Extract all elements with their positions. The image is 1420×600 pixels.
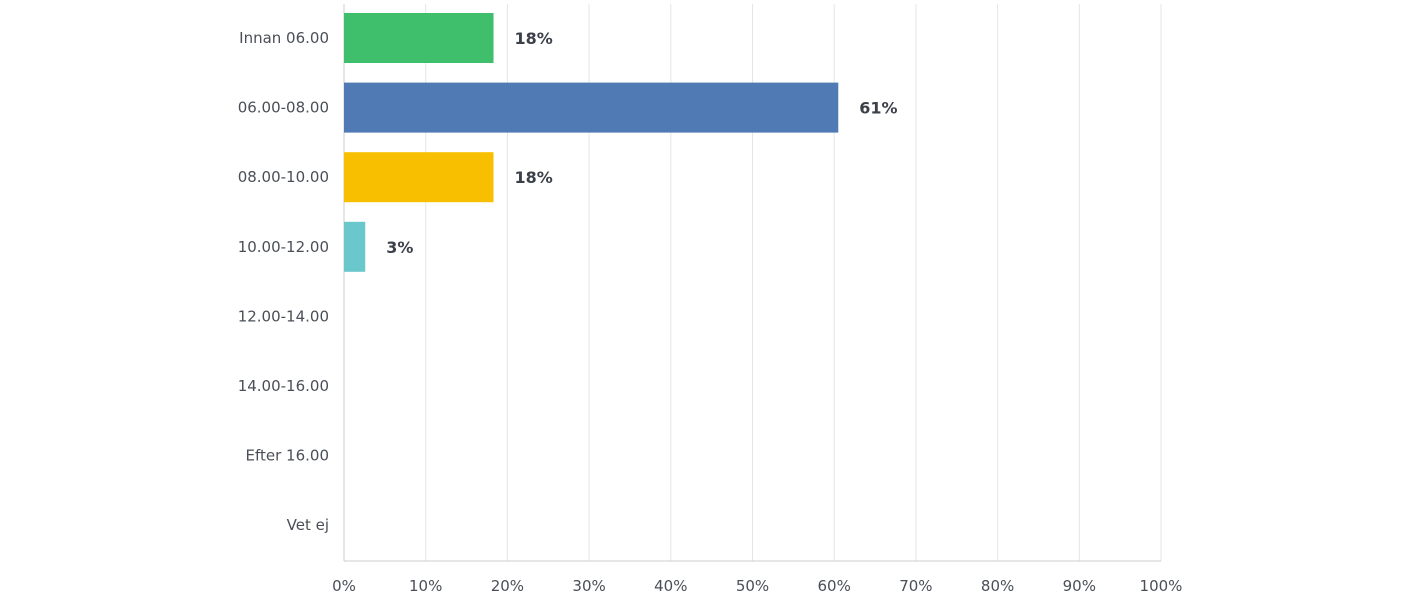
bar <box>344 82 839 133</box>
category-label: 12.00-14.00 <box>238 307 329 325</box>
category-label: 14.00-16.00 <box>238 377 329 395</box>
x-tick-label: 40% <box>654 577 687 595</box>
bar <box>344 221 366 272</box>
value-labels: 18% 61% 18% 3% <box>386 29 897 257</box>
category-label: Efter 16.00 <box>246 447 329 465</box>
bars <box>344 13 839 272</box>
bar-value-label: 61% <box>859 99 897 118</box>
x-tick-label: 50% <box>736 577 769 595</box>
bar-value-label: 18% <box>515 168 553 187</box>
x-tick-label: 60% <box>818 577 851 595</box>
bar-value-label: 18% <box>515 29 553 48</box>
bar-value-label: 3% <box>386 238 413 257</box>
category-label: 10.00-12.00 <box>238 238 329 256</box>
bar <box>344 13 494 63</box>
category-label: Innan 06.00 <box>239 29 329 47</box>
x-tick-label: 0% <box>332 577 356 595</box>
x-tick-label: 70% <box>899 577 932 595</box>
x-axis-ticks: 0% 10% 20% 30% 40% 50% 60% 70% 80% 90% 100% <box>332 577 1182 595</box>
category-label: 06.00-08.00 <box>238 99 329 117</box>
x-tick-label: 10% <box>409 577 442 595</box>
category-labels: Innan 06.00 06.00-08.00 08.00-10.00 10.00-1… <box>238 29 329 534</box>
x-tick-label: 90% <box>1063 577 1096 595</box>
x-tick-label: 80% <box>981 577 1014 595</box>
category-label: 08.00-10.00 <box>238 168 329 186</box>
x-tick-label: 20% <box>491 577 524 595</box>
category-label: Vet ej <box>287 516 329 534</box>
bar <box>344 152 494 203</box>
x-tick-label: 30% <box>572 577 605 595</box>
x-tick-label: 100% <box>1140 577 1183 595</box>
